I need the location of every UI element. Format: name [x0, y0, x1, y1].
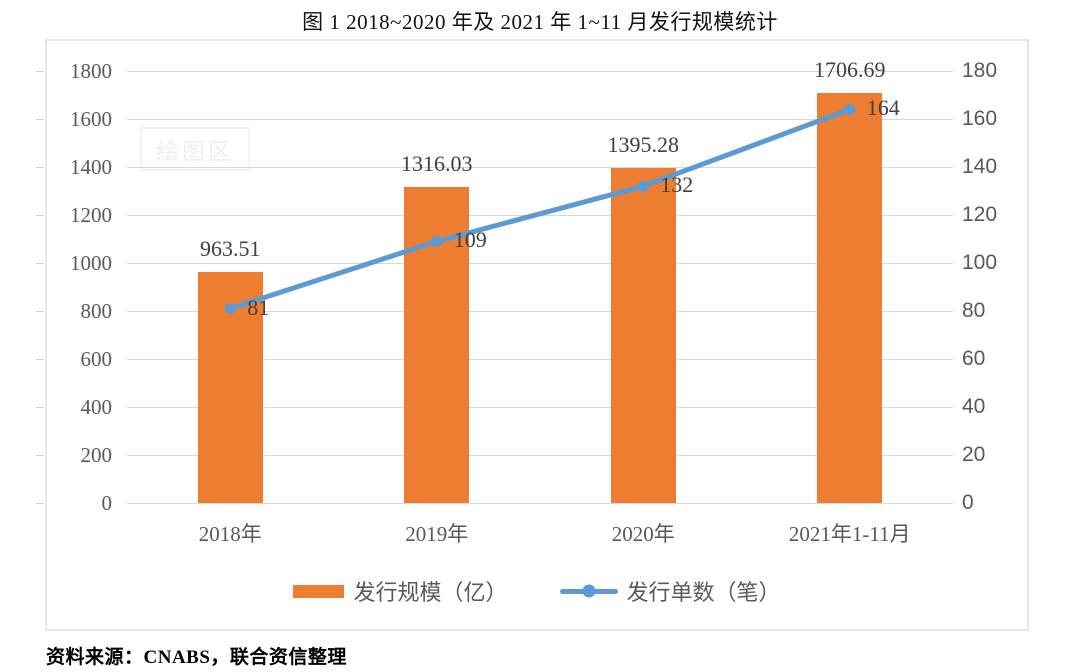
legend: 发行规模（亿） 发行单数（笔）: [45, 576, 1029, 606]
plot-area-tooltip: 绘图区: [140, 127, 250, 171]
legend-item-bar: 发行规模（亿）: [293, 575, 508, 607]
y-axis-tick-mark: [36, 214, 44, 216]
y-axis-tick-mark: [36, 406, 44, 408]
legend-line-marker-icon: [582, 584, 595, 598]
legend-item-line: 发行单数（笔）: [559, 575, 781, 607]
y-axis-tick-mark: [36, 310, 44, 312]
y-axis-tick-mark: [36, 358, 44, 360]
legend-bar-label: 发行规模（亿）: [353, 580, 508, 605]
y-axis-tick-mark: [36, 166, 44, 168]
legend-line-label: 发行单数（笔）: [626, 580, 781, 605]
source-note: 资料来源：CNABS，联合资信整理: [46, 647, 347, 668]
y-axis-tick-mark: [36, 502, 44, 504]
y-axis-tick-mark: [36, 118, 44, 120]
y-axis-tick-mark: [36, 262, 44, 264]
chart-title: 图 1 2018~2020 年及 2021 年 1~11 月发行规模统计: [302, 10, 778, 34]
legend-bar-swatch-icon: [293, 584, 345, 598]
legend-line-swatch-icon: [559, 584, 618, 598]
y-axis-tick-mark: [36, 70, 44, 72]
y-axis-tick-mark: [36, 454, 44, 456]
